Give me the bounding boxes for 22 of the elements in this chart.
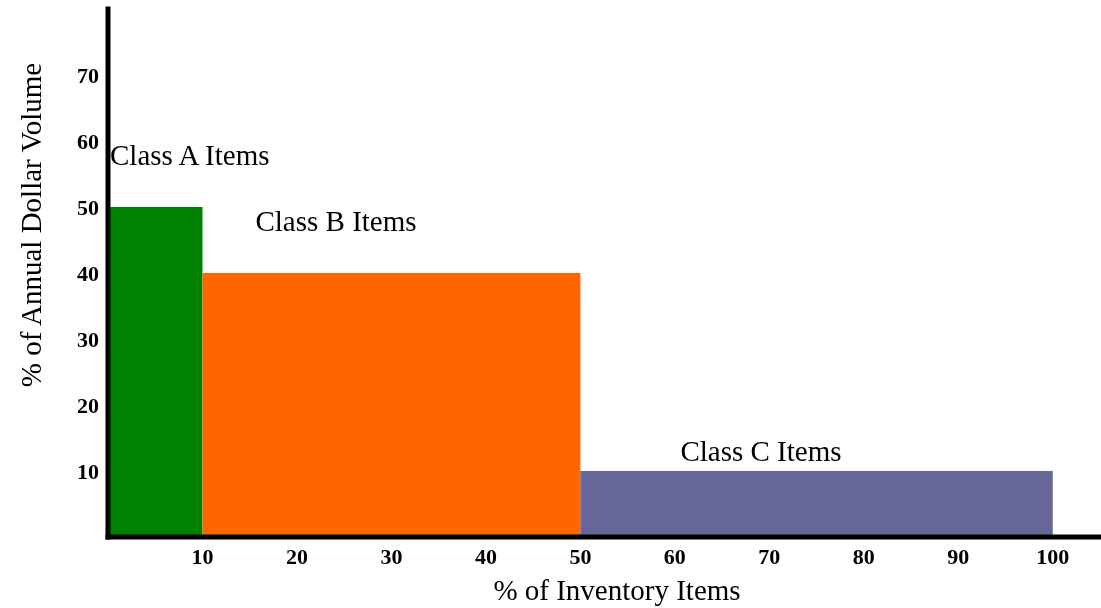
x-tick-label: 70 bbox=[758, 544, 781, 569]
x-tick-label: 30 bbox=[380, 544, 403, 569]
x-tick-label: 50 bbox=[569, 544, 592, 569]
y-axis-title: % of Annual Dollar Volume bbox=[15, 62, 47, 388]
y-tick-label: 40 bbox=[77, 260, 99, 286]
y-tick-label: 10 bbox=[77, 458, 99, 484]
x-axis-title: % of Inventory Items bbox=[493, 574, 741, 606]
x-tick-label: 90 bbox=[947, 544, 970, 569]
annotation: Class A Items bbox=[110, 139, 270, 171]
x-tick-label: 100 bbox=[1036, 544, 1070, 569]
x-tick-label: 60 bbox=[663, 544, 686, 569]
y-tick-label: 60 bbox=[77, 128, 99, 154]
x-tick-label: 10 bbox=[191, 544, 214, 569]
y-tick-label: 50 bbox=[77, 194, 99, 220]
annotation: Class B Items bbox=[255, 205, 417, 237]
x-tick-label: 80 bbox=[852, 544, 875, 569]
x-tick-label: 20 bbox=[285, 544, 308, 569]
y-tick-label: 20 bbox=[77, 392, 99, 418]
annotation: Class C Items bbox=[680, 435, 842, 467]
y-tick-label: 30 bbox=[77, 326, 99, 352]
y-tick-label: 70 bbox=[77, 62, 99, 88]
x-tick-label: 40 bbox=[474, 544, 497, 569]
